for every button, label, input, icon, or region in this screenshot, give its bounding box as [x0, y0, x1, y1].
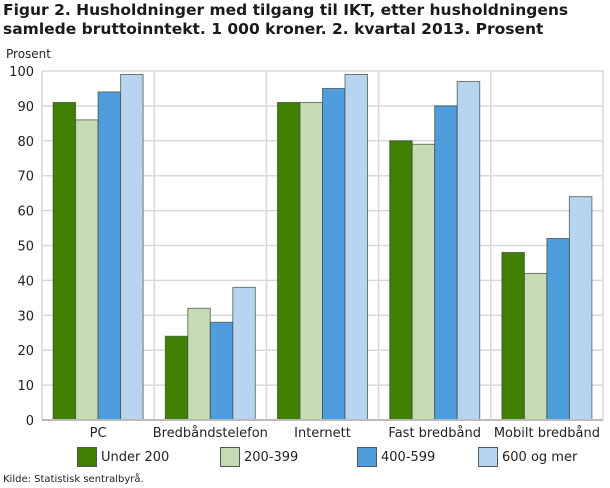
bar	[75, 119, 99, 421]
x-tick-label: Bredbåndstelefon	[153, 426, 268, 441]
bar	[523, 272, 548, 421]
bar	[232, 286, 256, 421]
x-tick-label: PC	[90, 426, 107, 441]
bar	[546, 238, 570, 421]
y-tick-label: 20	[17, 344, 34, 359]
bar	[456, 80, 481, 421]
y-tick-label: 90	[17, 100, 34, 115]
y-tick-label: 60	[17, 205, 34, 220]
legend-item: 600 og mer	[478, 447, 577, 467]
bar	[209, 321, 234, 421]
bar	[389, 140, 413, 421]
bar	[52, 101, 77, 421]
bar	[120, 73, 144, 421]
y-tick-label: 30	[17, 309, 34, 324]
bar	[568, 196, 593, 421]
legend-swatch	[220, 447, 240, 467]
y-tick-label: 40	[17, 274, 34, 289]
bar	[187, 307, 211, 421]
legend-label: Under 200	[101, 449, 170, 465]
legend-item: 400-599	[357, 447, 435, 467]
source-note: Kilde: Statistisk sentralbyrå.	[3, 474, 144, 485]
bar	[299, 101, 323, 421]
bar	[277, 101, 301, 421]
x-tick-label: Fast bredbånd	[388, 426, 481, 441]
x-tick-label: Internett	[294, 426, 351, 441]
bar	[164, 335, 189, 421]
y-tick-label: 10	[17, 379, 34, 394]
y-tick-label: 80	[17, 135, 34, 150]
legend-item: Under 200	[77, 447, 169, 467]
legend-swatch	[478, 447, 498, 467]
y-tick-label: 70	[17, 170, 34, 185]
bar	[501, 251, 525, 421]
y-tick-label: 50	[17, 240, 34, 255]
legend-swatch	[77, 447, 97, 467]
legend-item: 200-399	[220, 447, 298, 467]
legend-swatch	[357, 447, 377, 467]
y-tick-label: 100	[9, 65, 34, 80]
chart-title: Figur 2. Husholdninger med tilgang til I…	[3, 1, 569, 38]
bar	[322, 87, 346, 421]
y-axis-label: Prosent	[6, 47, 51, 61]
legend-label: 200-399	[244, 449, 299, 465]
y-tick-label: 0	[26, 414, 34, 429]
legend-label: 400-599	[381, 449, 436, 465]
x-tick-label: Mobilt bredbånd	[494, 426, 600, 441]
bar	[344, 73, 368, 421]
legend-label: 600 og mer	[502, 449, 578, 465]
bar	[97, 91, 122, 421]
bar	[434, 105, 458, 421]
bar	[411, 143, 436, 421]
